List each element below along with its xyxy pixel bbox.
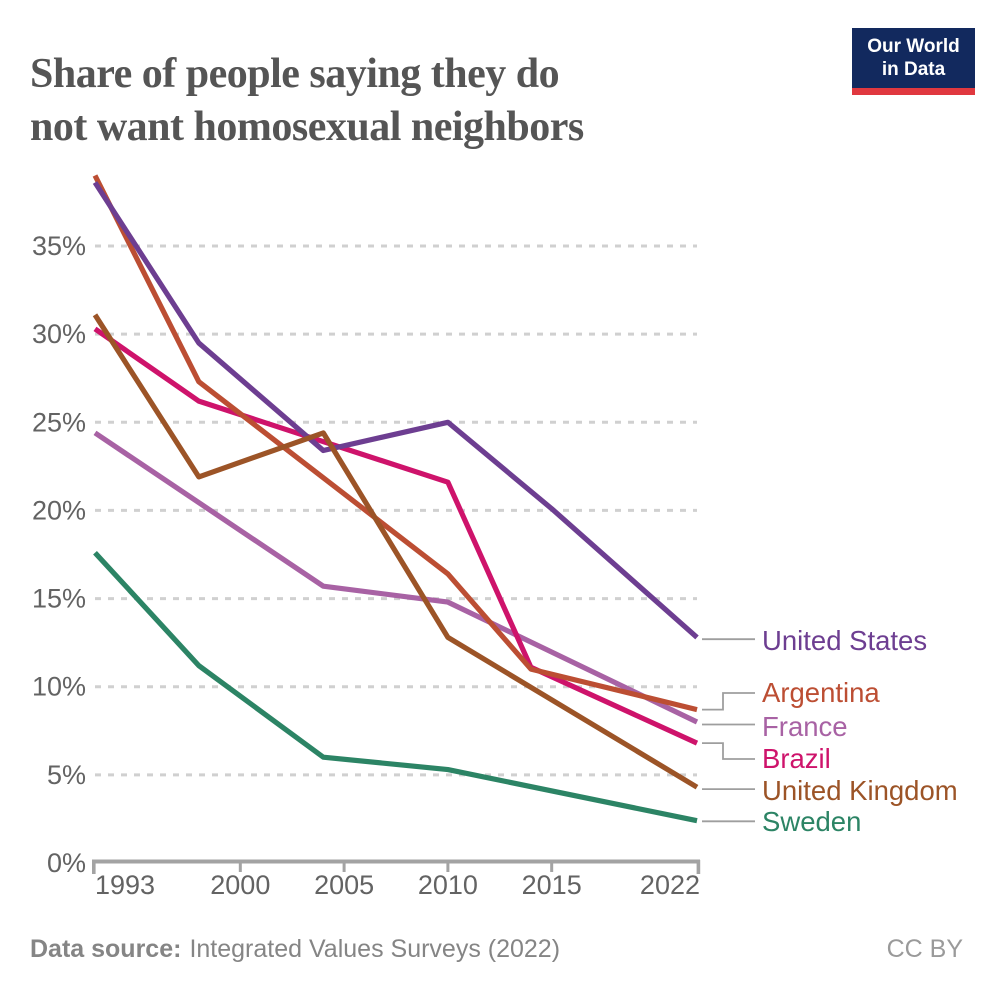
owid-logo: Our World in Data — [852, 28, 975, 88]
legend-label-united-states: United States — [762, 625, 927, 656]
y-tick-label-5pct: 5% — [47, 760, 86, 790]
license-badge: CC BY — [886, 935, 963, 963]
x-tick-label-2015: 2015 — [522, 870, 582, 900]
y-tick-label-20pct: 20% — [32, 495, 86, 525]
x-tick-label-2005: 2005 — [314, 870, 374, 900]
owid-logo-stripe — [852, 88, 975, 95]
legend-connector-brazil — [702, 742, 755, 760]
chart-title: Share of people saying they do not want … — [30, 48, 830, 154]
legend-label-brazil: Brazil — [762, 743, 831, 774]
series-line-united-kingdom — [92, 313, 699, 790]
x-tick-label-2022: 2022 — [640, 870, 700, 900]
data-source-text: Integrated Values Surveys (2022) — [189, 935, 561, 963]
data-source-label: Data source: — [30, 935, 182, 963]
x-tick-label-2000: 2000 — [210, 870, 270, 900]
chart-title-line-1: Share of people saying they do — [30, 51, 560, 98]
y-tick-label-10pct: 10% — [32, 672, 86, 702]
data-source: Data source: Integrated Values Surveys (… — [30, 935, 560, 964]
x-tick-label-2010: 2010 — [418, 870, 478, 900]
y-tick-label-30pct: 30% — [32, 319, 86, 349]
y-tick-label-25pct: 25% — [32, 407, 86, 437]
legend-connector-argentina — [702, 692, 755, 711]
series-line-argentina — [92, 174, 698, 713]
owid-logo-line-1: Our World — [867, 36, 960, 57]
owid-logo-line-2: in Data — [881, 59, 946, 80]
legend-label-argentina: Argentina — [762, 677, 880, 708]
chart-title-line-2: not want homosexual neighbors — [30, 104, 584, 151]
series-line-sweden — [93, 550, 698, 824]
series-line-france — [93, 430, 699, 725]
y-tick-label-0pct: 0% — [47, 848, 86, 878]
series-line-brazil — [93, 326, 699, 746]
chart-footer: Data source: Integrated Values Surveys (… — [30, 935, 963, 964]
legend-label-france: France — [762, 711, 848, 742]
legend-label-united-kingdom: United Kingdom — [762, 775, 958, 806]
series-line-united-states — [92, 181, 699, 640]
y-tick-label-15pct: 15% — [32, 584, 86, 614]
x-tick-label-1993: 1993 — [95, 870, 155, 900]
y-tick-label-35pct: 35% — [32, 231, 86, 261]
legend-label-sweden: Sweden — [762, 806, 861, 837]
